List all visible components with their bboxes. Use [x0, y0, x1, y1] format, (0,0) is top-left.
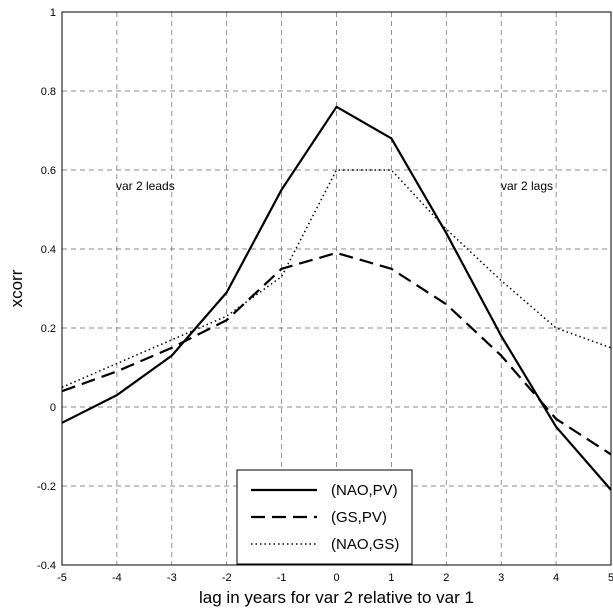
y-tick-label: 0: [50, 402, 56, 414]
series-line-gs-pv: [61, 251, 612, 456]
series-line-nao-pv: [61, 105, 612, 491]
y-tick-label: 1: [50, 7, 56, 19]
annotation-var2-lags: var 2 lags: [501, 179, 553, 193]
x-tick-label: -3: [167, 572, 177, 584]
y-axis-label: xcorr: [7, 269, 26, 307]
y-tick-label: 0.6: [41, 165, 56, 177]
x-tick-label: -4: [112, 572, 122, 584]
legend-label-nao-gs: (NAO,GS): [331, 536, 399, 553]
x-tick-label: -2: [222, 572, 232, 584]
x-tick-label: 2: [443, 572, 449, 584]
legend: (NAO,PV) (GS,PV) (NAO,GS): [236, 469, 413, 565]
tick-labels: -5 -4 -3 -2 -1 0 1 2 3 4 5 -0.4 -0.2 0 0.2 0.4 0.6 0.8 1: [37, 7, 613, 584]
x-tick-label: 4: [553, 572, 559, 584]
series-line-nao-gs: [61, 169, 612, 388]
x-tick-label: 5: [608, 572, 613, 584]
x-tick-label: -1: [277, 572, 287, 584]
y-tick-label: -0.2: [37, 481, 56, 493]
x-tick-label: 3: [498, 572, 504, 584]
series-lines: [61, 105, 612, 491]
x-tick-label: 0: [333, 572, 339, 584]
annotation-var2-leads: var 2 leads: [116, 179, 175, 193]
y-tick-label: -0.4: [37, 560, 56, 572]
x-axis-label: lag in years for var 2 relative to var 1: [199, 588, 474, 607]
x-tick-label: 1: [388, 572, 394, 584]
y-tick-label: 0.8: [41, 86, 56, 98]
plot-frame: [61, 11, 612, 566]
legend-label-nao-pv: (NAO,PV): [331, 482, 398, 499]
legend-label-gs-pv: (GS,PV): [331, 509, 387, 526]
y-tick-label: 0.4: [41, 244, 56, 256]
y-tick-label: 0.2: [41, 323, 56, 335]
legend-box: [236, 469, 413, 565]
x-tick-label: -5: [57, 572, 67, 584]
